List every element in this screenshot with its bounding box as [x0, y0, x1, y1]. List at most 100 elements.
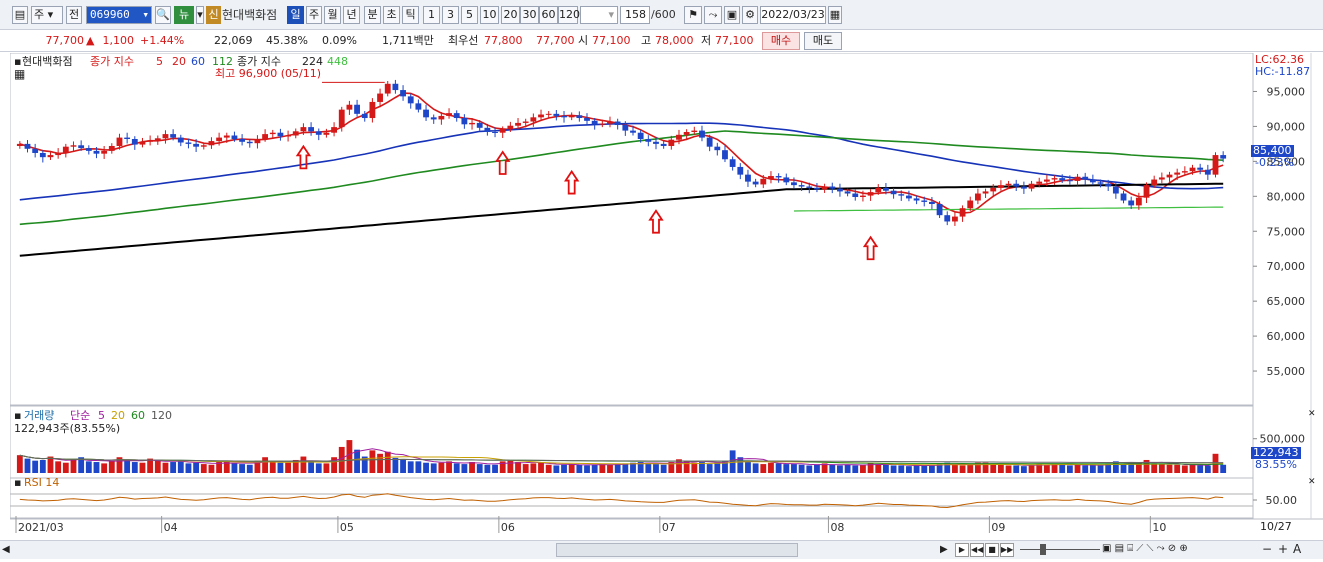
chevron-down-icon[interactable]: ▾ — [142, 8, 149, 21]
market-select[interactable]: 주 ▾ — [31, 6, 63, 24]
volume-bar — [867, 463, 874, 473]
toolbar-tools-icons[interactable]: ▣ ▤ ⌸ ⟋ ⟍ ⤳ ⊘ ⊕ — [1102, 543, 1188, 554]
interval-1[interactable]: 1 — [423, 6, 440, 24]
candle — [1220, 151, 1227, 163]
price-chart-svg[interactable]: 95,000 90,000 85,000 80,000 75,000 70,000 65,0… — [9, 52, 1323, 559]
candle — [944, 211, 951, 226]
volume-bar — [936, 464, 943, 473]
zoom-in-icon[interactable]: + — [1278, 542, 1289, 556]
volume-close-icon[interactable]: ✕ — [1308, 409, 1316, 419]
scroll-right-icon[interactable]: ▶ — [940, 544, 948, 555]
volume-bar — [653, 464, 659, 473]
calendar-icon[interactable]: ▦ — [828, 6, 842, 24]
first-icon[interactable]: ◀◀ — [970, 543, 984, 557]
interval-120[interactable]: 120 — [558, 6, 580, 24]
stock-code-input[interactable]: 069960 ▾ — [86, 6, 152, 24]
candle-body — [967, 200, 974, 209]
period-minute[interactable]: 분 — [364, 6, 381, 24]
chart-area[interactable]: 95,000 90,000 85,000 80,000 75,000 70,000 65,0… — [0, 52, 1323, 559]
candle — [637, 129, 644, 143]
candle — [553, 109, 560, 121]
rsi-handle-icon[interactable]: ▪ — [14, 476, 22, 489]
play-icon[interactable]: ▶ — [955, 543, 969, 557]
interval-5[interactable]: 5 — [461, 6, 478, 24]
candle-body — [208, 141, 215, 146]
search-icon[interactable]: 🔍 — [155, 6, 171, 24]
volume-bar — [93, 462, 100, 473]
volume-bar — [990, 464, 997, 473]
interval-30[interactable]: 30 — [520, 6, 539, 24]
period-second[interactable]: 초 — [383, 6, 400, 24]
legend-ma112: 112 — [212, 55, 233, 68]
candle-body — [438, 115, 445, 120]
volume-bar — [806, 465, 813, 473]
scrollbar-thumb[interactable] — [556, 543, 798, 557]
period-year[interactable]: 년 — [343, 6, 360, 24]
candle-body — [154, 138, 161, 141]
period-month[interactable]: 월 — [324, 6, 341, 24]
volume-bar — [124, 459, 131, 473]
volume-last-value: 122,943주(83.55%) — [14, 422, 121, 435]
interval-3[interactable]: 3 — [442, 6, 459, 24]
volume-bar — [70, 459, 77, 473]
interval-custom-input[interactable]: ▾ — [580, 6, 618, 24]
candle-body — [691, 130, 698, 133]
settings-handle-icon[interactable]: ▪ — [14, 55, 22, 68]
candle-body — [484, 127, 491, 133]
candle-body — [39, 152, 46, 158]
legend-stock-name: 현대백화점 — [22, 55, 73, 68]
last-icon[interactable]: ▶▶ — [1000, 543, 1014, 557]
news-badge[interactable]: 뉴 — [174, 6, 194, 24]
volume-bar — [622, 463, 629, 473]
candle-body — [1105, 183, 1112, 187]
interval-60[interactable]: 60 — [539, 6, 558, 24]
zoom-slider-thumb[interactable] — [1040, 544, 1046, 555]
rsi-close-icon[interactable]: ✕ — [1308, 477, 1316, 487]
period-day[interactable]: 일 — [287, 6, 304, 24]
period-week[interactable]: 주 — [306, 6, 322, 24]
volume-bar — [361, 456, 368, 473]
candle-body — [1135, 197, 1142, 206]
buy-button[interactable]: 매수 — [762, 32, 800, 50]
scroll-left-icon[interactable]: ◀ — [2, 544, 10, 555]
zoom-slider[interactable] — [1020, 549, 1100, 550]
annotation-arrow — [295, 144, 312, 170]
count-input[interactable]: 158 — [620, 6, 650, 24]
period-tick[interactable]: 틱 — [402, 6, 419, 24]
stop-icon[interactable]: ■ — [985, 543, 999, 557]
candle-body — [860, 195, 866, 198]
candle-body — [1204, 169, 1211, 175]
zoom-out-icon[interactable]: − — [1262, 542, 1273, 556]
layout-icon[interactable]: ▤ — [12, 6, 28, 24]
candle — [1097, 179, 1104, 188]
candle — [269, 129, 276, 138]
date-input[interactable]: 2022/03/23 — [760, 6, 826, 24]
prev-button[interactable]: 전 — [66, 6, 82, 24]
chart-type-icon[interactable]: ⚑ — [684, 6, 702, 24]
credit-badge[interactable]: 신 — [206, 6, 221, 24]
volume-bar — [62, 462, 69, 473]
news-menu-icon[interactable]: ▾ — [196, 6, 204, 24]
interval-20[interactable]: 20 — [501, 6, 520, 24]
volume-bar — [568, 464, 575, 473]
font-size-icon[interactable]: A — [1293, 542, 1302, 556]
candle — [1166, 171, 1173, 182]
candle-body — [392, 83, 399, 91]
volume-handle-icon[interactable]: ▪ — [14, 409, 22, 422]
candle-body — [254, 138, 261, 144]
candle-body — [308, 127, 314, 132]
volume-bar — [637, 462, 644, 473]
grid-toggle-icon[interactable]: ▦ — [14, 67, 26, 81]
candle-body — [775, 176, 782, 178]
candle — [1043, 174, 1050, 187]
save-icon[interactable]: ▣ — [724, 6, 740, 24]
candle-body — [93, 150, 100, 154]
best-ask: 77,800 — [484, 34, 523, 47]
ma112-line — [19, 130, 1224, 226]
sell-button[interactable]: 매도 — [804, 32, 842, 50]
volume-bar — [829, 464, 836, 473]
interval-10[interactable]: 10 — [480, 6, 499, 24]
gear-icon[interactable]: ⚙ — [742, 6, 758, 24]
volume-bar — [944, 462, 951, 473]
draw-line-icon[interactable]: ⤳ — [704, 6, 722, 24]
